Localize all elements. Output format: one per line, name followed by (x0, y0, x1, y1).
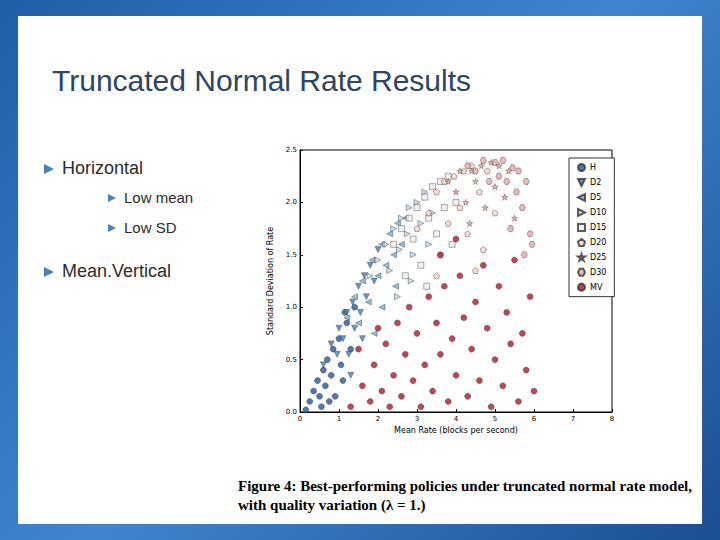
svg-text:D10: D10 (590, 208, 606, 217)
svg-text:Figure 4: Best-performing poli: Figure 4: Best-performing policies under… (238, 478, 696, 494)
html-text:Low SD: Low SD (124, 219, 177, 236)
svg-text:with quality variation (λ = 1.: with quality variation (λ = 1.) (238, 497, 426, 514)
svg-text:D30: D30 (590, 268, 606, 277)
svg-text:MV: MV (590, 283, 603, 292)
svg-text:1.0: 1.0 (286, 303, 297, 311)
svg-text:2: 2 (376, 415, 380, 423)
html-text:Truncated Normal Rate Results: Truncated Normal Rate Results (52, 64, 472, 97)
svg-text:5: 5 (493, 415, 497, 423)
svg-text:D15: D15 (590, 223, 606, 232)
html-text:Low mean: Low mean (124, 189, 194, 206)
svg-text:3: 3 (415, 415, 419, 423)
svg-text:7: 7 (571, 415, 575, 423)
svg-text:8: 8 (610, 415, 614, 423)
svg-text:0.0: 0.0 (286, 408, 297, 416)
svg-text:D2: D2 (590, 178, 601, 187)
svg-text:D20: D20 (590, 238, 606, 247)
svg-text:0.5: 0.5 (286, 356, 297, 364)
svg-text:2.5: 2.5 (286, 146, 297, 154)
svg-text:1.5: 1.5 (286, 251, 297, 259)
svg-text:1: 1 (337, 415, 341, 423)
svg-text:D5: D5 (590, 193, 601, 202)
svg-text:D25: D25 (590, 253, 606, 262)
svg-text:Mean Rate (blocks per second): Mean Rate (blocks per second) (394, 426, 518, 435)
svg-text:4: 4 (454, 415, 459, 423)
svg-text:2.0: 2.0 (286, 198, 297, 206)
html-text:Mean.Vertical: Mean.Vertical (62, 261, 172, 281)
svg-text:H: H (590, 163, 596, 172)
svg-text:6: 6 (532, 415, 537, 423)
svg-text:Standard Deviation of Rate: Standard Deviation of Rate (266, 227, 275, 335)
svg-text:0: 0 (298, 415, 302, 423)
html-text:Horizontal: Horizontal (62, 158, 143, 178)
